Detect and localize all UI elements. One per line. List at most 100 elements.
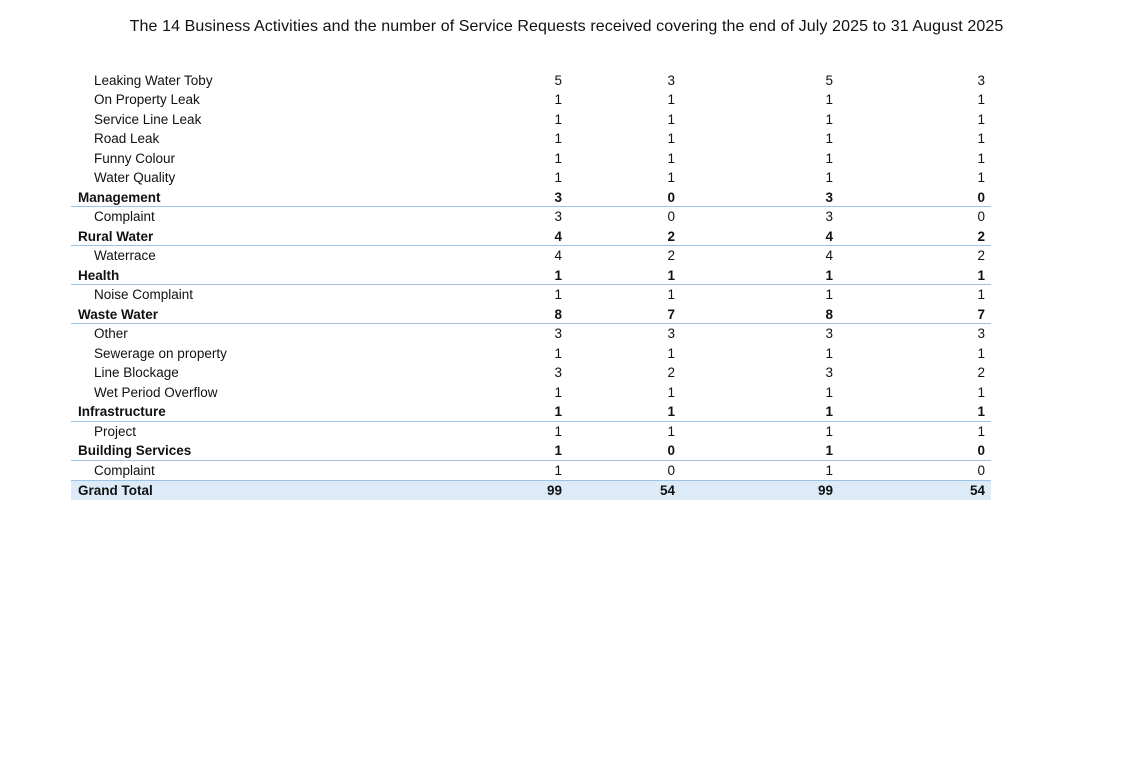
table-row: Leaking Water Toby 5 3 5 3 bbox=[71, 71, 991, 91]
group-row: Health 1 1 1 1 bbox=[71, 266, 991, 285]
table-row: Line Blockage 3 2 3 2 bbox=[71, 363, 991, 383]
value-cell: 1 bbox=[554, 462, 562, 478]
row-label: Water Quality bbox=[94, 170, 176, 185]
value-cell: 3 bbox=[825, 365, 833, 380]
value-cell: 1 bbox=[554, 150, 562, 166]
group-row: Management 3 0 3 0 bbox=[71, 188, 991, 207]
value-cell: 2 bbox=[667, 248, 675, 263]
value-cell: 3 bbox=[667, 72, 675, 88]
value-cell: 3 bbox=[554, 189, 562, 205]
table-row: Complaint 1 0 1 0 bbox=[71, 461, 991, 481]
value-cell: 1 bbox=[667, 287, 675, 302]
value-cell: 0 bbox=[667, 443, 675, 458]
grand-total-row: Grand Total 99 54 99 54 bbox=[71, 480, 991, 500]
row-label: Waste Water bbox=[78, 306, 159, 322]
row-label: On Property Leak bbox=[94, 92, 200, 107]
row-label: Road Leak bbox=[94, 131, 160, 146]
table-row: Noise Complaint 1 1 1 1 bbox=[71, 285, 991, 305]
value-cell: 8 bbox=[825, 306, 833, 322]
value-cell: 1 bbox=[667, 150, 675, 166]
value-cell: 1 bbox=[667, 131, 675, 146]
value-cell: 1 bbox=[977, 287, 985, 302]
value-cell: 99 bbox=[817, 483, 833, 498]
row-label: Line Blockage bbox=[94, 365, 179, 380]
row-label: Complaint bbox=[94, 462, 155, 478]
page-title: The 14 Business Activities and the numbe… bbox=[129, 18, 1004, 35]
value-cell: 1 bbox=[977, 170, 985, 185]
value-cell: 3 bbox=[554, 365, 562, 380]
value-cell: 3 bbox=[554, 209, 562, 224]
value-cell: 1 bbox=[667, 345, 675, 361]
value-cell: 1 bbox=[667, 384, 675, 400]
table-row: Waterrace 4 2 4 2 bbox=[71, 246, 991, 266]
value-cell: 54 bbox=[969, 483, 985, 498]
value-cell: 1 bbox=[825, 111, 833, 127]
value-cell: 1 bbox=[554, 267, 562, 283]
value-cell: 1 bbox=[825, 131, 833, 146]
pivot-table: Leaking Water Toby 5 3 5 3 On Property Leak 1 1… bbox=[71, 71, 991, 500]
value-cell: 3 bbox=[825, 326, 833, 341]
value-cell: 1 bbox=[554, 170, 562, 185]
value-cell: 1 bbox=[667, 92, 675, 107]
row-label: Building Services bbox=[78, 443, 192, 458]
value-cell: 1 bbox=[825, 462, 833, 478]
value-cell: 0 bbox=[977, 209, 985, 224]
value-cell: 1 bbox=[825, 267, 833, 283]
value-cell: 1 bbox=[977, 267, 985, 283]
value-cell: 0 bbox=[977, 443, 985, 458]
value-cell: 1 bbox=[554, 92, 562, 107]
value-cell: 3 bbox=[554, 326, 562, 341]
row-label: Health bbox=[78, 267, 120, 283]
value-cell: 0 bbox=[667, 209, 675, 224]
row-label: Leaking Water Toby bbox=[94, 72, 213, 88]
value-cell: 1 bbox=[825, 345, 833, 361]
value-cell: 1 bbox=[977, 423, 985, 439]
value-cell: 1 bbox=[825, 423, 833, 439]
value-cell: 4 bbox=[825, 248, 833, 263]
value-cell: 1 bbox=[825, 92, 833, 107]
table-row: Service Line Leak 1 1 1 1 bbox=[71, 110, 991, 130]
value-cell: 2 bbox=[977, 248, 985, 263]
table-row: Sewerage on property 1 1 1 1 bbox=[71, 344, 991, 364]
value-cell: 5 bbox=[825, 72, 833, 88]
value-cell: 1 bbox=[554, 131, 562, 146]
value-cell: 0 bbox=[977, 462, 985, 478]
group-row: Building Services 1 0 1 0 bbox=[71, 441, 991, 461]
value-cell: 7 bbox=[667, 306, 675, 322]
value-cell: 0 bbox=[667, 189, 675, 205]
value-cell: 3 bbox=[977, 326, 985, 341]
group-row: Waste Water 8 7 8 7 bbox=[71, 305, 991, 324]
table-row: Complaint 3 0 3 0 bbox=[71, 207, 991, 227]
table-row: Project 1 1 1 1 bbox=[71, 422, 991, 442]
value-cell: 8 bbox=[554, 306, 562, 322]
value-cell: 1 bbox=[825, 443, 833, 458]
value-cell: 1 bbox=[825, 404, 833, 419]
value-cell: 2 bbox=[667, 365, 675, 380]
value-cell: 99 bbox=[546, 483, 562, 498]
value-cell: 4 bbox=[554, 248, 562, 263]
row-label: Other bbox=[94, 326, 128, 341]
table-row: Water Quality 1 1 1 1 bbox=[71, 168, 991, 188]
value-cell: 1 bbox=[977, 384, 985, 400]
row-label: Grand Total bbox=[78, 483, 153, 498]
value-cell: 1 bbox=[554, 111, 562, 127]
table-row: Funny Colour 1 1 1 1 bbox=[71, 149, 991, 169]
row-label: Noise Complaint bbox=[94, 287, 194, 302]
table-row: Other 3 3 3 3 bbox=[71, 324, 991, 344]
value-cell: 2 bbox=[667, 228, 675, 244]
value-cell: 1 bbox=[977, 111, 985, 127]
value-cell: 1 bbox=[554, 443, 562, 458]
value-cell: 54 bbox=[659, 483, 675, 498]
value-cell: 4 bbox=[554, 228, 562, 244]
value-cell: 1 bbox=[667, 423, 675, 439]
row-label: Service Line Leak bbox=[94, 111, 202, 127]
value-cell: 1 bbox=[554, 345, 562, 361]
value-cell: 1 bbox=[667, 170, 675, 185]
value-cell: 1 bbox=[667, 267, 675, 283]
group-row: Infrastructure 1 1 1 1 bbox=[71, 402, 991, 422]
value-cell: 1 bbox=[667, 111, 675, 127]
value-cell: 1 bbox=[554, 287, 562, 302]
row-label: Waterrace bbox=[94, 248, 156, 263]
row-label: Funny Colour bbox=[94, 150, 176, 166]
value-cell: 1 bbox=[977, 150, 985, 166]
